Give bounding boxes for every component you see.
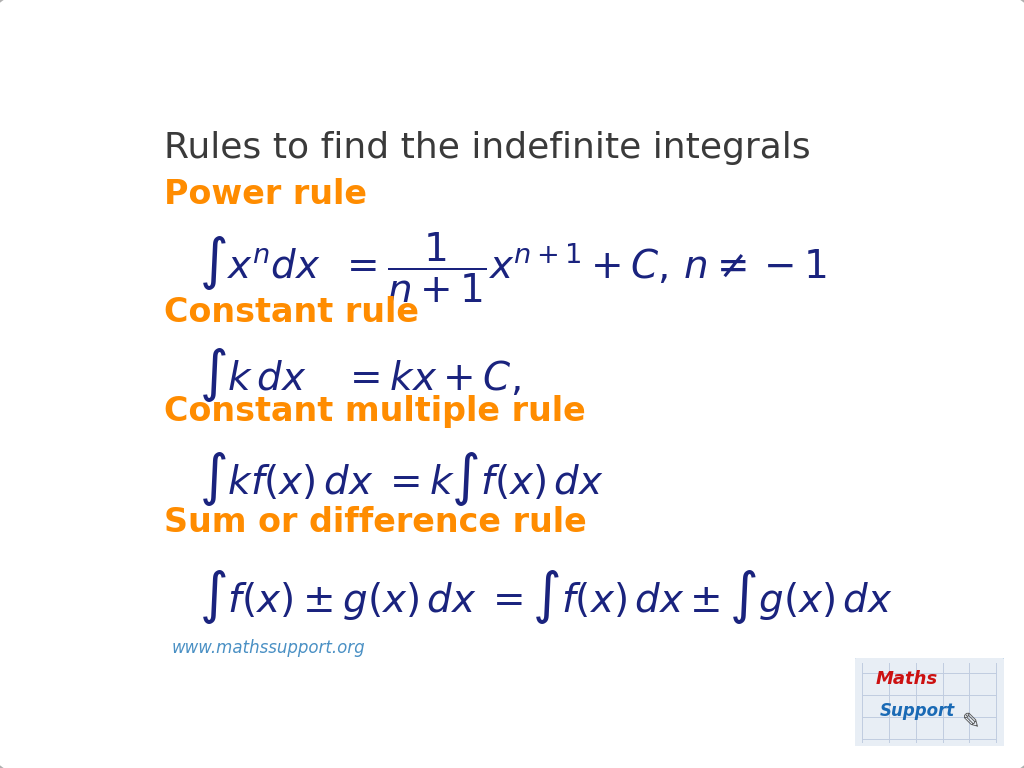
Text: $\int x^n dx \;\;= \dfrac{1}{n+1} x^{n+1} + C,\, n \neq -1$: $\int x^n dx \;\;= \dfrac{1}{n+1} x^{n+1…: [200, 231, 827, 306]
Text: $\int f(x) \pm g(x)\,dx \;= \int f(x)\,dx \pm \int g(x)\,dx$: $\int f(x) \pm g(x)\,dx \;= \int f(x)\,d…: [200, 568, 893, 626]
Text: Sum or difference rule: Sum or difference rule: [164, 506, 587, 539]
Text: $\int k\,dx \quad= kx + C,$: $\int k\,dx \quad= kx + C,$: [200, 346, 521, 405]
Text: Rules to find the indefinite integrals: Rules to find the indefinite integrals: [164, 131, 810, 164]
Text: www.mathssupport.org: www.mathssupport.org: [172, 639, 366, 657]
Text: Maths: Maths: [876, 670, 938, 688]
Text: Constant rule: Constant rule: [164, 296, 419, 329]
Text: $\int kf(x)\,dx \;= k\int f(x)\,dx$: $\int kf(x)\,dx \;= k\int f(x)\,dx$: [200, 450, 604, 508]
FancyBboxPatch shape: [852, 657, 1007, 748]
Text: Constant multiple rule: Constant multiple rule: [164, 395, 586, 428]
Text: Power rule: Power rule: [164, 178, 367, 211]
Text: ✎: ✎: [962, 712, 980, 732]
Text: Support: Support: [880, 702, 955, 720]
